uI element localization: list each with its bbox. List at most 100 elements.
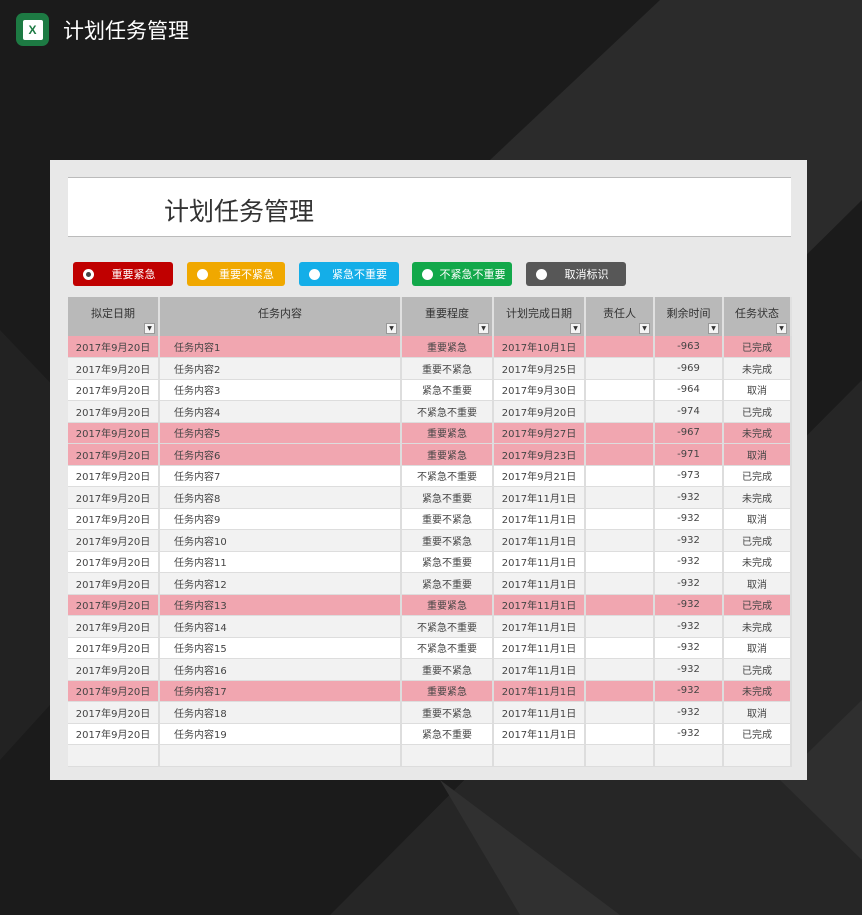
table-cell[interactable]: 2017年11月1日: [493, 551, 586, 573]
table-cell[interactable]: 2017年9月20日: [493, 400, 586, 423]
table-cell[interactable]: [654, 744, 724, 767]
table-cell[interactable]: 2017年9月20日: [68, 551, 160, 573]
table-cell[interactable]: 2017年9月21日: [493, 465, 586, 487]
table-cell[interactable]: 任务内容7: [159, 465, 402, 487]
filter-dropdown-icon[interactable]: ▼: [570, 323, 581, 334]
table-cell[interactable]: 紧急不重要: [401, 572, 494, 595]
table-cell[interactable]: -964: [654, 379, 724, 401]
table-cell[interactable]: 取消: [723, 508, 792, 530]
table-cell[interactable]: 2017年11月1日: [493, 594, 586, 616]
radio-icon[interactable]: [197, 268, 208, 280]
table-cell[interactable]: 不紧急不重要: [401, 637, 494, 659]
table-cell[interactable]: 2017年9月20日: [68, 615, 160, 638]
table-cell[interactable]: -932: [654, 615, 724, 638]
table-cell[interactable]: 任务内容12: [159, 572, 402, 595]
table-cell[interactable]: 紧急不重要: [401, 486, 494, 509]
table-cell[interactable]: 2017年9月30日: [493, 379, 586, 401]
table-cell[interactable]: -932: [654, 594, 724, 616]
table-cell[interactable]: 2017年9月20日: [68, 422, 160, 444]
table-cell[interactable]: 重要紧急: [401, 422, 494, 444]
table-cell[interactable]: 重要不紧急: [401, 701, 494, 724]
table-cell[interactable]: [585, 723, 655, 745]
table-cell[interactable]: 2017年9月20日: [68, 465, 160, 487]
table-cell[interactable]: 2017年11月1日: [493, 637, 586, 659]
table-cell[interactable]: 2017年11月1日: [493, 723, 586, 745]
table-cell[interactable]: [68, 744, 160, 767]
table-cell[interactable]: -932: [654, 658, 724, 681]
table-cell[interactable]: 2017年9月20日: [68, 723, 160, 745]
table-cell[interactable]: 紧急不重要: [401, 551, 494, 573]
table-cell[interactable]: -932: [654, 508, 724, 530]
legend-button-2[interactable]: 重要不紧急: [187, 262, 285, 286]
table-cell[interactable]: [585, 508, 655, 530]
table-cell[interactable]: -963: [654, 336, 724, 358]
table-cell[interactable]: 2017年9月20日: [68, 379, 160, 401]
table-cell[interactable]: 任务内容1: [159, 336, 402, 358]
filter-dropdown-icon[interactable]: ▼: [478, 323, 489, 334]
table-cell[interactable]: [585, 529, 655, 552]
table-cell[interactable]: [585, 486, 655, 509]
table-cell[interactable]: 任务内容17: [159, 680, 402, 702]
table-cell[interactable]: [585, 680, 655, 702]
table-cell[interactable]: 未完成: [723, 680, 792, 702]
legend-button-1[interactable]: 重要紧急: [73, 262, 173, 286]
table-cell[interactable]: 任务内容14: [159, 615, 402, 638]
table-cell[interactable]: 任务内容19: [159, 723, 402, 745]
table-cell[interactable]: 2017年10月1日: [493, 336, 586, 358]
table-cell[interactable]: 2017年9月27日: [493, 422, 586, 444]
legend-button-3[interactable]: 紧急不重要: [299, 262, 399, 286]
table-cell[interactable]: 2017年9月25日: [493, 357, 586, 380]
table-cell[interactable]: 取消: [723, 379, 792, 401]
radio-icon[interactable]: [83, 268, 94, 280]
filter-dropdown-icon[interactable]: ▼: [144, 323, 155, 334]
table-cell[interactable]: -932: [654, 701, 724, 724]
table-cell[interactable]: 任务内容8: [159, 486, 402, 509]
table-cell[interactable]: 2017年11月1日: [493, 680, 586, 702]
table-cell[interactable]: [585, 637, 655, 659]
filter-dropdown-icon[interactable]: ▼: [708, 323, 719, 334]
radio-icon[interactable]: [536, 268, 547, 280]
legend-button-5[interactable]: 取消标识: [526, 262, 626, 286]
table-cell[interactable]: [585, 400, 655, 423]
table-cell[interactable]: 2017年9月20日: [68, 658, 160, 681]
legend-button-4[interactable]: 不紧急不重要: [412, 262, 512, 286]
table-cell[interactable]: 2017年11月1日: [493, 508, 586, 530]
table-cell[interactable]: -932: [654, 551, 724, 573]
table-cell[interactable]: 2017年9月20日: [68, 443, 160, 466]
table-cell[interactable]: 任务内容2: [159, 357, 402, 380]
filter-dropdown-icon[interactable]: ▼: [386, 323, 397, 334]
table-cell[interactable]: 已完成: [723, 465, 792, 487]
table-cell[interactable]: 未完成: [723, 357, 792, 380]
table-cell[interactable]: [401, 744, 494, 767]
table-cell[interactable]: 紧急不重要: [401, 723, 494, 745]
table-cell[interactable]: [585, 379, 655, 401]
table-cell[interactable]: -973: [654, 465, 724, 487]
table-cell[interactable]: 2017年9月20日: [68, 594, 160, 616]
table-cell[interactable]: 2017年11月1日: [493, 486, 586, 509]
table-cell[interactable]: [585, 572, 655, 595]
table-cell[interactable]: 2017年9月20日: [68, 701, 160, 724]
table-cell[interactable]: 2017年9月20日: [68, 680, 160, 702]
table-cell[interactable]: [585, 422, 655, 444]
table-cell[interactable]: 已完成: [723, 658, 792, 681]
table-cell[interactable]: 2017年9月23日: [493, 443, 586, 466]
table-cell[interactable]: 2017年9月20日: [68, 637, 160, 659]
table-cell[interactable]: 取消: [723, 637, 792, 659]
table-cell[interactable]: 2017年9月20日: [68, 357, 160, 380]
table-cell[interactable]: 2017年9月20日: [68, 529, 160, 552]
table-cell[interactable]: 已完成: [723, 723, 792, 745]
sheet-title-cell[interactable]: 计划任务管理: [68, 177, 791, 237]
table-cell[interactable]: -967: [654, 422, 724, 444]
table-cell[interactable]: 任务内容5: [159, 422, 402, 444]
table-cell[interactable]: 任务内容13: [159, 594, 402, 616]
table-cell[interactable]: -932: [654, 680, 724, 702]
filter-dropdown-icon[interactable]: ▼: [776, 323, 787, 334]
table-cell[interactable]: 重要不紧急: [401, 508, 494, 530]
table-cell[interactable]: [585, 465, 655, 487]
table-cell[interactable]: 取消: [723, 572, 792, 595]
table-cell[interactable]: 2017年11月1日: [493, 658, 586, 681]
table-cell[interactable]: 未完成: [723, 486, 792, 509]
table-cell[interactable]: -974: [654, 400, 724, 423]
table-cell[interactable]: 未完成: [723, 615, 792, 638]
table-cell[interactable]: [585, 357, 655, 380]
